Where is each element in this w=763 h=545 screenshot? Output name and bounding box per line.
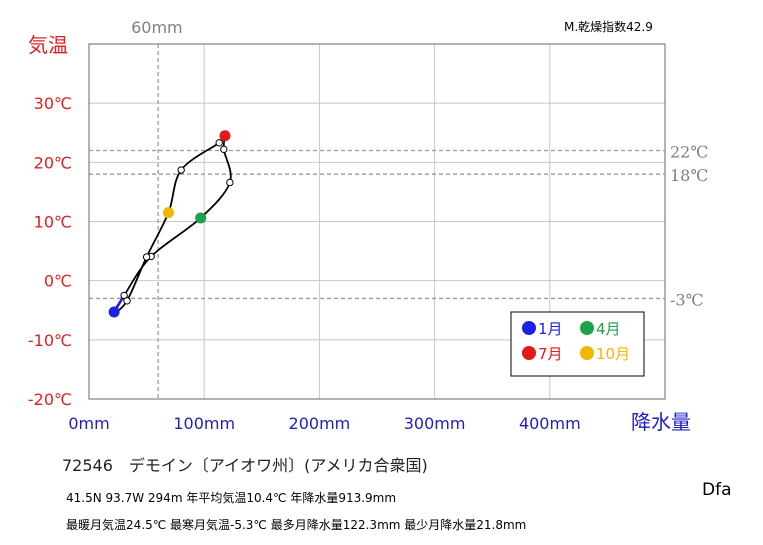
x-tick-label: 100mm xyxy=(173,414,235,433)
ref-label-temp: 18℃ xyxy=(670,166,708,185)
x-tick-label: 400mm xyxy=(519,414,581,433)
y-tick-label: -20℃ xyxy=(28,390,72,409)
y-tick-label: -10℃ xyxy=(28,331,72,350)
month-point-10 xyxy=(162,207,174,219)
x-axis-title: 降水量 xyxy=(631,410,691,434)
legend-marker-oct xyxy=(580,346,594,360)
y-tick-label: 20℃ xyxy=(34,153,72,172)
y-axis-title: 気温 xyxy=(28,33,68,57)
plot-frame xyxy=(88,43,666,400)
grid xyxy=(89,44,665,399)
dryness-index: M.乾燥指数42.9 xyxy=(564,19,653,34)
legend-label-jul: 7月 xyxy=(538,345,563,363)
station-title: 72546 デモイン〔アイオワ州〕(アメリカ合衆国) xyxy=(62,456,428,475)
x-tick-label: 300mm xyxy=(404,414,466,433)
ref-label-60mm: 60mm xyxy=(131,18,183,37)
month-points xyxy=(108,130,234,318)
legend-marker-jan xyxy=(522,321,536,335)
month-point-11 xyxy=(142,253,151,261)
month-point-6 xyxy=(220,145,228,154)
station-info-line-1: 41.5N 93.7W 294m 年平均気温10.4℃ 年降水量913.9mm xyxy=(66,491,397,505)
x-tick-label: 0mm xyxy=(68,414,109,433)
y-tick-label: 0℃ xyxy=(44,272,72,291)
legend-marker-apr xyxy=(580,321,594,335)
legend: 1月 4月 7月 10月 xyxy=(510,311,645,377)
legend-label-jan: 1月 xyxy=(538,320,563,338)
month-point-7 xyxy=(219,130,231,142)
month-point-4 xyxy=(195,212,207,224)
y-tick-label: 30℃ xyxy=(34,94,72,113)
ref-label-temp: 22℃ xyxy=(670,143,708,162)
koppen-classification: Dfa xyxy=(702,480,732,500)
legend-label-oct: 10月 xyxy=(596,345,630,363)
legend-marker-jul xyxy=(522,346,536,360)
legend-label-apr: 4月 xyxy=(596,320,621,338)
month-point-9 xyxy=(177,166,185,174)
tick-labels: -20℃ -10℃ 0℃ 10℃ 20℃ 30℃ 0mm 100mm 200mm 300mm 400… xyxy=(28,94,581,433)
month-point-5 xyxy=(226,178,234,187)
month-point-8 xyxy=(215,139,223,147)
month-point-12 xyxy=(123,297,131,305)
y-tick-label: 10℃ xyxy=(34,213,72,232)
x-tick-label: 200mm xyxy=(289,414,351,433)
month-point-1 xyxy=(108,306,120,318)
ref-label-temp: -3℃ xyxy=(670,290,703,309)
reference-lines: 60mm 22℃ 18℃ -3℃ xyxy=(89,18,708,399)
station-info-line-2: 最暖月気温24.5℃ 最寒月気温-5.3℃ 最多月降水量122.3mm 最少月降… xyxy=(66,518,527,532)
